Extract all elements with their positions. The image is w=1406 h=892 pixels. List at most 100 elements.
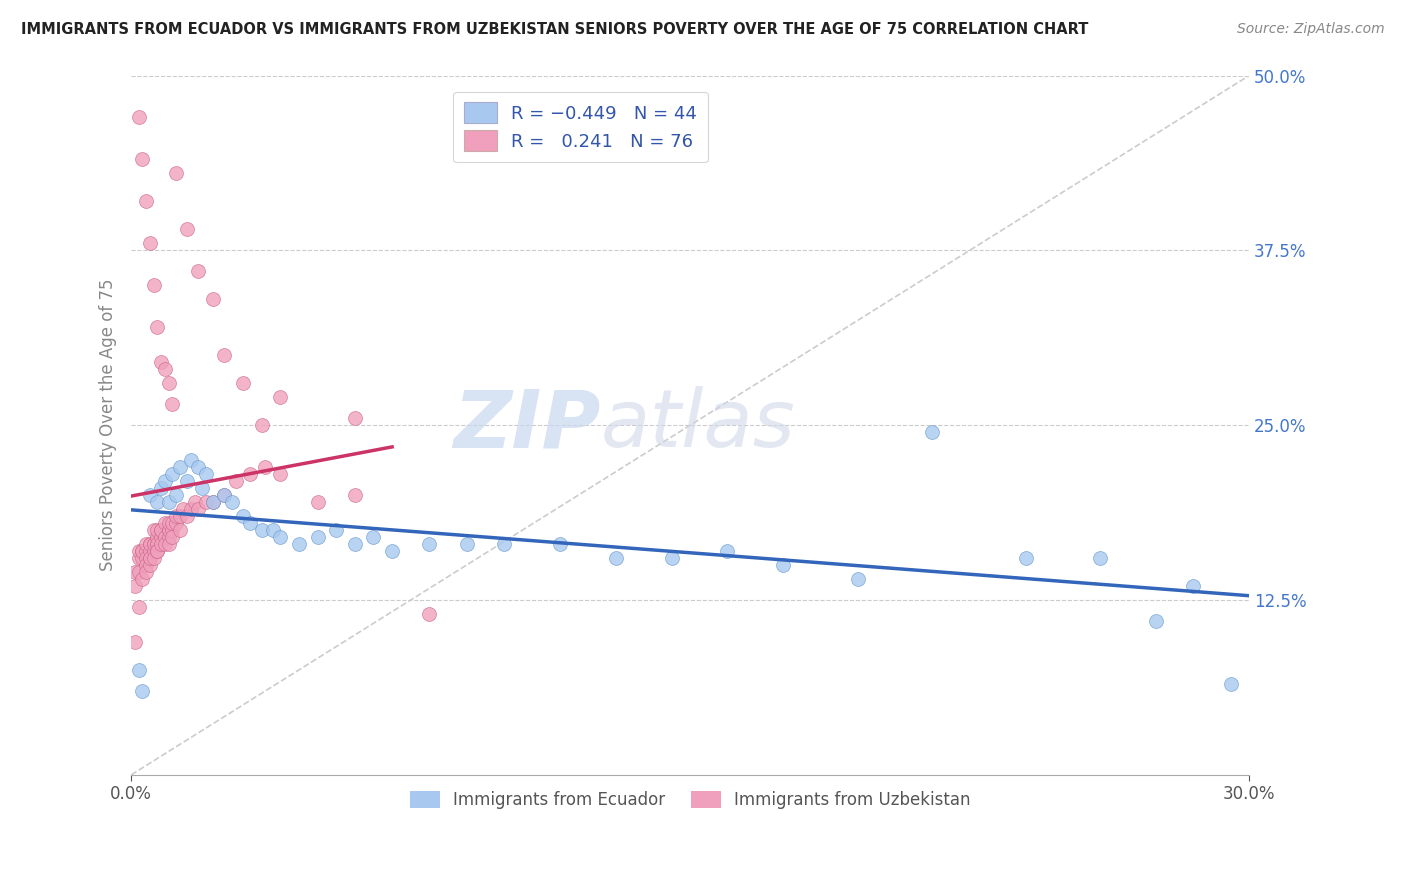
Point	[165, 166, 187, 180]
Point	[221, 495, 243, 509]
Text: ZIP: ZIP	[453, 386, 600, 464]
Point	[153, 516, 176, 530]
Point	[153, 537, 176, 551]
Point	[169, 523, 191, 537]
Point	[187, 502, 209, 516]
Point	[1219, 677, 1241, 691]
Text: atlas: atlas	[600, 386, 796, 464]
Point	[194, 467, 217, 482]
Point	[187, 264, 209, 278]
Point	[180, 502, 202, 516]
Point	[180, 453, 202, 467]
Point	[214, 348, 236, 362]
Point	[492, 537, 515, 551]
Point	[157, 516, 180, 530]
Point	[363, 530, 385, 544]
Point	[169, 509, 191, 524]
Point	[142, 544, 165, 558]
Point	[139, 544, 162, 558]
Point	[142, 537, 165, 551]
Legend: Immigrants from Ecuador, Immigrants from Uzbekistan: Immigrants from Ecuador, Immigrants from…	[404, 784, 977, 815]
Point	[124, 635, 146, 649]
Point	[131, 572, 153, 586]
Point	[135, 194, 157, 209]
Point	[142, 523, 165, 537]
Point	[165, 509, 187, 524]
Point	[124, 579, 146, 593]
Point	[142, 551, 165, 566]
Point	[165, 488, 187, 502]
Point	[269, 467, 291, 482]
Point	[1088, 551, 1111, 566]
Point	[153, 474, 176, 488]
Point	[183, 495, 205, 509]
Point	[239, 516, 262, 530]
Point	[135, 565, 157, 579]
Point	[146, 537, 169, 551]
Point	[157, 495, 180, 509]
Point	[135, 558, 157, 572]
Point	[131, 684, 153, 698]
Point	[150, 530, 173, 544]
Point	[605, 551, 627, 566]
Point	[162, 530, 184, 544]
Point	[150, 537, 173, 551]
Point	[131, 544, 153, 558]
Point	[150, 355, 173, 369]
Point	[176, 509, 198, 524]
Point	[239, 467, 262, 482]
Point	[146, 495, 169, 509]
Point	[146, 320, 169, 334]
Point	[146, 544, 169, 558]
Point	[191, 481, 214, 495]
Point	[128, 551, 150, 566]
Point	[232, 509, 254, 524]
Point	[262, 523, 284, 537]
Point	[343, 488, 366, 502]
Point	[846, 572, 869, 586]
Point	[150, 523, 173, 537]
Point	[131, 544, 153, 558]
Point	[139, 537, 162, 551]
Point	[214, 488, 236, 502]
Point	[135, 537, 157, 551]
Point	[128, 565, 150, 579]
Point	[250, 523, 273, 537]
Point	[150, 481, 173, 495]
Point	[135, 551, 157, 566]
Point	[176, 474, 198, 488]
Point	[202, 293, 225, 307]
Point	[139, 537, 162, 551]
Point	[135, 544, 157, 558]
Point	[146, 537, 169, 551]
Point	[172, 502, 194, 516]
Point	[142, 537, 165, 551]
Point	[146, 523, 169, 537]
Point	[187, 460, 209, 475]
Point	[307, 495, 329, 509]
Point	[418, 607, 440, 621]
Point	[128, 544, 150, 558]
Point	[214, 488, 236, 502]
Point	[1014, 551, 1036, 566]
Point	[381, 544, 404, 558]
Point	[194, 495, 217, 509]
Point	[254, 460, 277, 475]
Point	[772, 558, 794, 572]
Point	[343, 411, 366, 425]
Point	[307, 530, 329, 544]
Point	[325, 523, 347, 537]
Text: Source: ZipAtlas.com: Source: ZipAtlas.com	[1237, 22, 1385, 37]
Point	[153, 530, 176, 544]
Point	[232, 376, 254, 391]
Point	[162, 523, 184, 537]
Point	[162, 467, 184, 482]
Point	[157, 523, 180, 537]
Point	[921, 425, 943, 439]
Point	[343, 537, 366, 551]
Point	[269, 390, 291, 404]
Point	[139, 488, 162, 502]
Point	[661, 551, 683, 566]
Point	[225, 474, 247, 488]
Point	[1144, 614, 1167, 628]
